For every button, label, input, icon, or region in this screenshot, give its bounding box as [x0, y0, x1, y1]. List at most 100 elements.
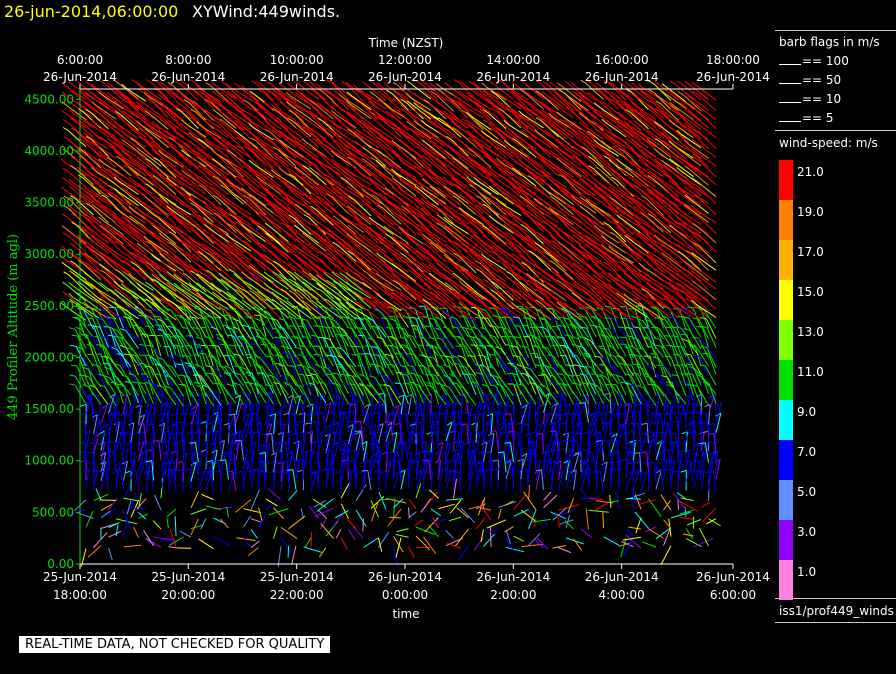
wind-barb — [275, 87, 297, 103]
wind-barb-flag — [368, 273, 374, 279]
wind-barb-flag — [128, 206, 134, 212]
wind-barb — [195, 442, 199, 463]
wind-barb — [310, 431, 313, 452]
wind-barb — [333, 422, 340, 442]
wind-barb — [342, 349, 357, 368]
wind-barb-flag — [206, 315, 213, 318]
wind-barb-flag — [311, 278, 317, 283]
wind-barb-flag — [345, 167, 351, 173]
wind-barb — [395, 537, 402, 558]
wind-barb-flag — [86, 317, 93, 320]
wind-barb — [442, 151, 462, 168]
wind-barb-flag — [429, 82, 435, 88]
wind-barb — [369, 460, 372, 481]
wind-barb-flag — [249, 194, 255, 199]
wind-barb-flag — [248, 131, 255, 136]
wind-barb — [430, 442, 435, 463]
wind-barb-flag — [273, 137, 279, 142]
wind-barb-flag — [243, 202, 250, 207]
wind-barb-flag — [301, 245, 307, 251]
wind-barb — [301, 176, 319, 195]
wind-barb-flag — [416, 344, 423, 346]
wind-barb-flag — [84, 159, 90, 164]
wind-barb — [359, 327, 372, 348]
wind-barb — [233, 187, 252, 205]
wind-barb — [95, 248, 117, 263]
wind-barb — [337, 218, 357, 235]
wind-barb — [435, 94, 454, 112]
wind-barb — [96, 228, 117, 244]
wind-barb — [250, 528, 258, 539]
wind-barb-flag — [302, 260, 309, 266]
wind-barb-flag — [114, 232, 121, 237]
wind-barb-flag — [263, 196, 270, 202]
wind-barb — [413, 160, 432, 178]
wind-barb-flag — [204, 281, 210, 286]
wind-barb — [195, 413, 199, 434]
wind-barb — [106, 236, 124, 255]
wind-barb — [424, 338, 439, 357]
wind-barb-flag — [80, 403, 87, 407]
wind-barb-flag — [227, 392, 234, 397]
wind-barb — [239, 170, 259, 187]
wind-barb-flag — [424, 325, 431, 327]
wind-barb-flag — [159, 440, 166, 443]
wind-barb — [318, 395, 322, 416]
wind-barb — [95, 387, 109, 406]
wind-barb — [413, 354, 424, 375]
wind-barb-flag — [206, 422, 213, 425]
wind-barb-flag — [325, 450, 332, 453]
wind-barb-flag — [353, 178, 359, 183]
wind-barb — [201, 386, 214, 407]
wind-barb-flag — [286, 147, 292, 153]
wind-barb-flag — [70, 127, 77, 132]
wind-barb — [193, 135, 214, 150]
wind-barb — [168, 536, 184, 547]
wind-barb-flag — [264, 120, 270, 125]
wind-barb — [472, 441, 477, 462]
wind-barb — [468, 432, 472, 453]
wind-barb-flag — [285, 197, 292, 203]
wind-barb — [421, 300, 439, 319]
wind-barb — [163, 97, 184, 112]
wind-barb — [192, 337, 207, 356]
wind-barb — [187, 386, 199, 407]
wind-barb — [303, 412, 306, 433]
wind-barb-flag — [450, 140, 456, 145]
wind-barb-flag — [257, 193, 264, 198]
wind-barb-flag — [340, 373, 347, 376]
wind-barb-flag — [339, 272, 346, 277]
wind-barb — [439, 348, 454, 367]
wind-barb-flag — [242, 324, 249, 327]
wind-barb — [261, 337, 274, 357]
wind-barb — [457, 383, 469, 404]
wind-barb — [394, 320, 409, 339]
wind-barb — [208, 142, 229, 158]
wind-barb — [258, 513, 267, 530]
wind-barb-flag — [168, 136, 175, 141]
wind-barb-flag — [256, 119, 263, 124]
wind-barb-flag — [392, 300, 399, 305]
wind-barb-flag — [413, 92, 419, 98]
wind-barb — [295, 459, 300, 480]
wind-barb-flag — [408, 260, 415, 265]
wind-barb-flag — [482, 234, 488, 239]
wind-barb-flag — [399, 404, 406, 406]
wind-barb — [173, 460, 177, 481]
wind-barb — [250, 450, 255, 471]
wind-barb-flag — [241, 299, 248, 304]
wind-barb-flag — [442, 326, 449, 330]
wind-barb-flag — [421, 449, 428, 453]
wind-barb — [132, 526, 139, 538]
wind-barb — [343, 284, 364, 301]
wind-barb-flag — [474, 89, 480, 95]
wind-barb — [488, 140, 507, 159]
wind-barb-flag — [362, 281, 368, 287]
wind-barb-flag — [256, 102, 263, 108]
wind-barb-flag — [87, 353, 94, 356]
wind-barb — [475, 517, 486, 530]
wind-barb — [373, 125, 394, 140]
wind-barb-flag — [354, 291, 361, 296]
wind-barb-flag — [190, 117, 197, 122]
wind-barb-flag — [405, 283, 411, 288]
